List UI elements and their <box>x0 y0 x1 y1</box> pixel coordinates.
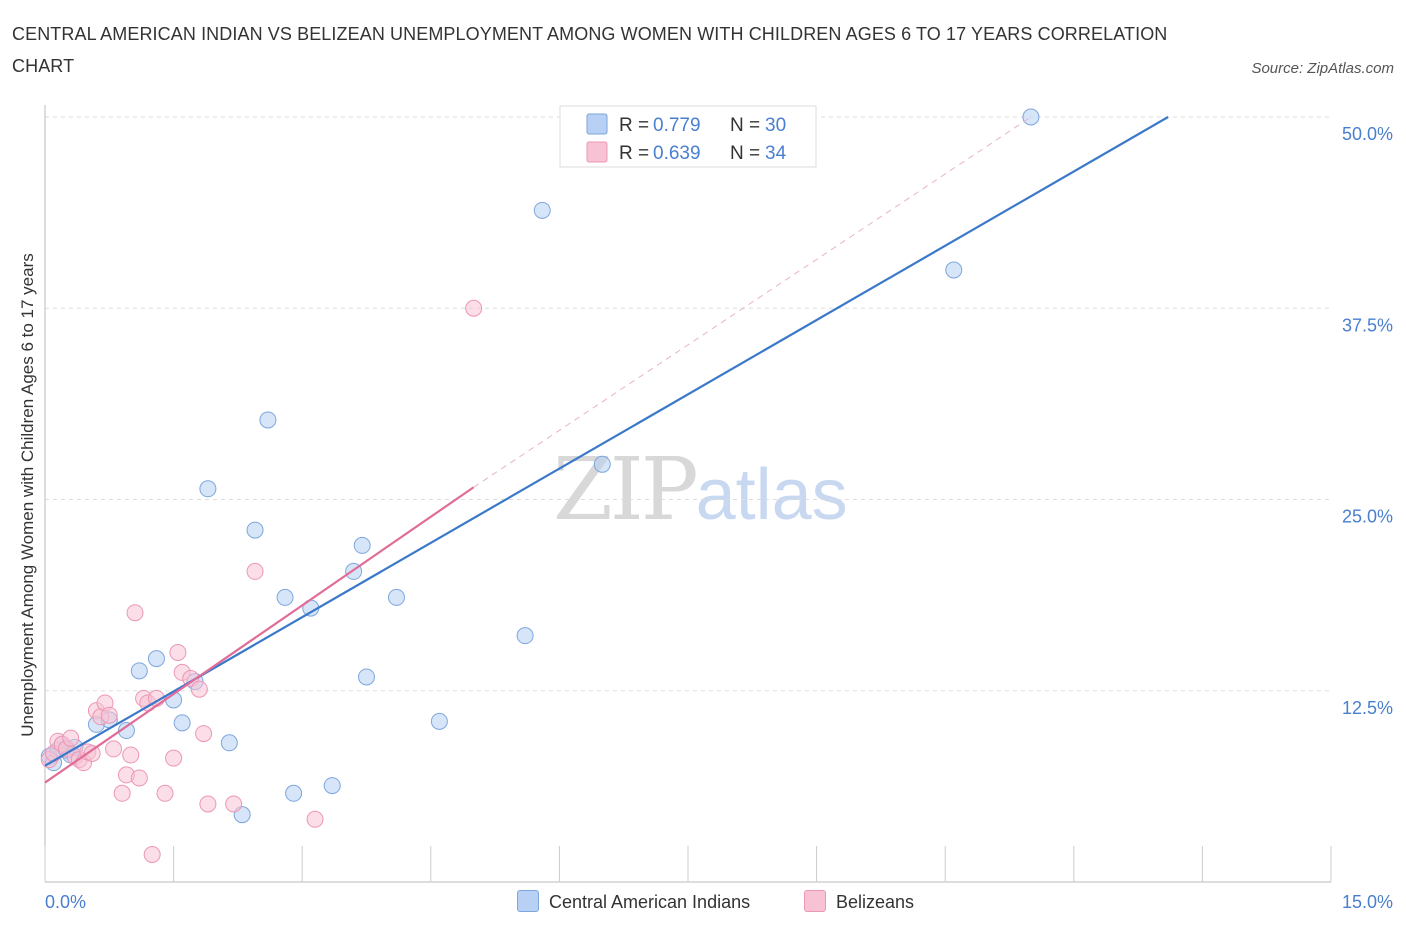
y-axis-label: Unemployment Among Women with Children A… <box>18 253 37 737</box>
point-central-american-indians <box>516 627 534 645</box>
point-central-american-indians <box>285 784 303 802</box>
point-central-american-indians <box>388 588 406 606</box>
top-legend-swatch-pink <box>586 141 608 163</box>
legend-label-belizeans: Belizeans <box>836 892 915 912</box>
legend-n-value: 30 <box>765 115 786 136</box>
trendline-central-american-indians <box>44 116 1169 767</box>
point-central-american-indians <box>259 411 277 429</box>
legend-r-label: R = <box>619 143 649 164</box>
point-central-american-indians <box>358 668 375 686</box>
x-tick-label: 0.0% <box>45 892 86 912</box>
point-belizeans <box>143 845 161 863</box>
y-tick-label: 50.0% <box>1342 124 1393 144</box>
legend-r-value: 0.779 <box>653 115 701 136</box>
point-central-american-indians <box>533 201 551 219</box>
point-belizeans <box>225 795 243 813</box>
legend-n-label: N = <box>730 143 760 164</box>
y-tick-label: 12.5% <box>1342 698 1393 718</box>
point-belizeans <box>169 644 187 661</box>
bottom-legend: Central American Indians Belizeans <box>0 886 1406 916</box>
legend-swatch-blue <box>517 890 539 912</box>
point-central-american-indians <box>323 777 341 795</box>
y-tick-label: 25.0% <box>1342 507 1393 527</box>
point-central-american-indians <box>117 722 135 740</box>
point-belizeans <box>113 784 131 802</box>
legend-r-label: R = <box>619 115 649 136</box>
point-central-american-indians <box>246 521 264 539</box>
point-belizeans <box>105 740 123 758</box>
point-central-american-indians <box>276 588 294 606</box>
point-belizeans <box>199 795 217 813</box>
point-belizeans <box>465 299 483 317</box>
point-central-american-indians <box>220 734 238 752</box>
point-belizeans <box>122 746 140 764</box>
point-belizeans <box>190 680 208 698</box>
legend-swatch-pink <box>804 890 826 912</box>
point-central-american-indians <box>945 261 963 279</box>
point-belizeans <box>83 744 101 762</box>
legend-n-value: 34 <box>765 143 787 164</box>
point-central-american-indians <box>430 712 448 730</box>
point-belizeans <box>126 604 144 622</box>
point-central-american-indians <box>173 714 191 732</box>
point-belizeans <box>195 725 213 743</box>
point-belizeans <box>156 784 174 802</box>
point-central-american-indians <box>593 455 611 473</box>
point-belizeans <box>100 706 118 724</box>
trendline-belizeans <box>44 486 475 784</box>
point-belizeans <box>130 769 148 787</box>
point-central-american-indians <box>1022 108 1040 126</box>
point-central-american-indians <box>147 650 165 668</box>
point-central-american-indians <box>130 662 148 680</box>
legend-r-value: 0.639 <box>653 143 701 164</box>
source-label: Source: ZipAtlas.com <box>1251 60 1394 77</box>
point-central-american-indians <box>199 480 217 498</box>
legend-n-label: N = <box>730 115 760 136</box>
top-legend-swatch-blue <box>586 113 608 135</box>
legend-item-belizeans[interactable]: Belizeans <box>804 890 914 913</box>
point-belizeans <box>246 562 264 580</box>
x-tick-label: 15.0% <box>1342 892 1393 912</box>
y-tick-label: 37.5% <box>1342 315 1393 335</box>
point-belizeans <box>306 810 324 828</box>
legend-item-central-american-indians[interactable]: Central American Indians <box>517 890 750 913</box>
point-belizeans <box>62 729 80 747</box>
chart-title: CENTRAL AMERICAN INDIAN VS BELIZEAN UNEM… <box>12 24 1168 76</box>
point-central-american-indians <box>353 536 371 554</box>
legend-label-central-american-indians: Central American Indians <box>549 892 751 912</box>
point-belizeans <box>165 749 183 767</box>
trendline-belizeans-extension <box>473 116 1032 488</box>
